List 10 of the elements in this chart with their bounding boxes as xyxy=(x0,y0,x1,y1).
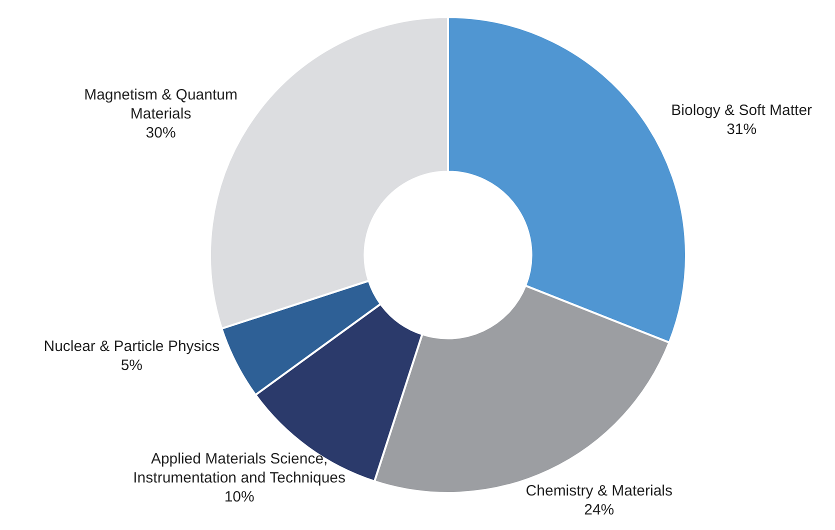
slice-label: Nuclear & Particle Physics xyxy=(44,338,220,355)
slice-label: Chemistry & Materials xyxy=(526,482,673,500)
data-label: 5% xyxy=(120,356,143,374)
data-label: 31% xyxy=(726,121,757,138)
data-label: 24% xyxy=(584,501,614,518)
data-label: 30% xyxy=(146,124,176,142)
slice-label: Applied Materials Science, Instrumentation and Techniques xyxy=(133,450,346,487)
slice-label: Biology & Soft Matter xyxy=(671,102,812,120)
slice-label: Magnetism & Quantum Materials xyxy=(84,86,238,123)
data-label: 10% xyxy=(224,488,254,506)
